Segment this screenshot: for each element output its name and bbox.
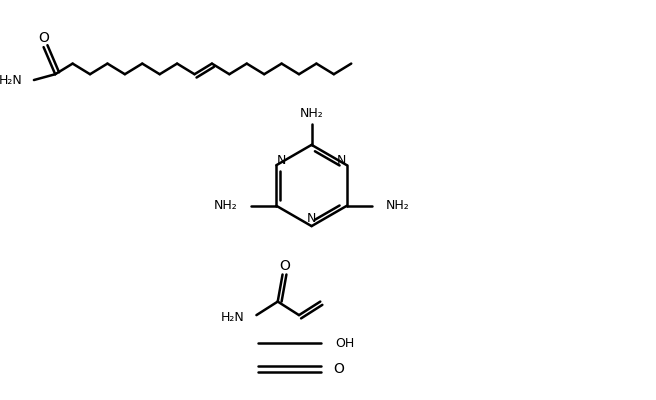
Text: N: N [307,212,316,225]
Text: OH: OH [335,337,354,350]
Text: N: N [337,154,346,167]
Text: NH₂: NH₂ [386,199,409,212]
Text: NH₂: NH₂ [300,107,323,120]
Text: O: O [279,259,290,273]
Text: H₂N: H₂N [0,74,22,86]
Text: NH₂: NH₂ [214,199,237,212]
Text: O: O [38,32,49,46]
Text: H₂N: H₂N [221,310,245,324]
Text: O: O [333,362,344,376]
Text: N: N [277,154,286,167]
